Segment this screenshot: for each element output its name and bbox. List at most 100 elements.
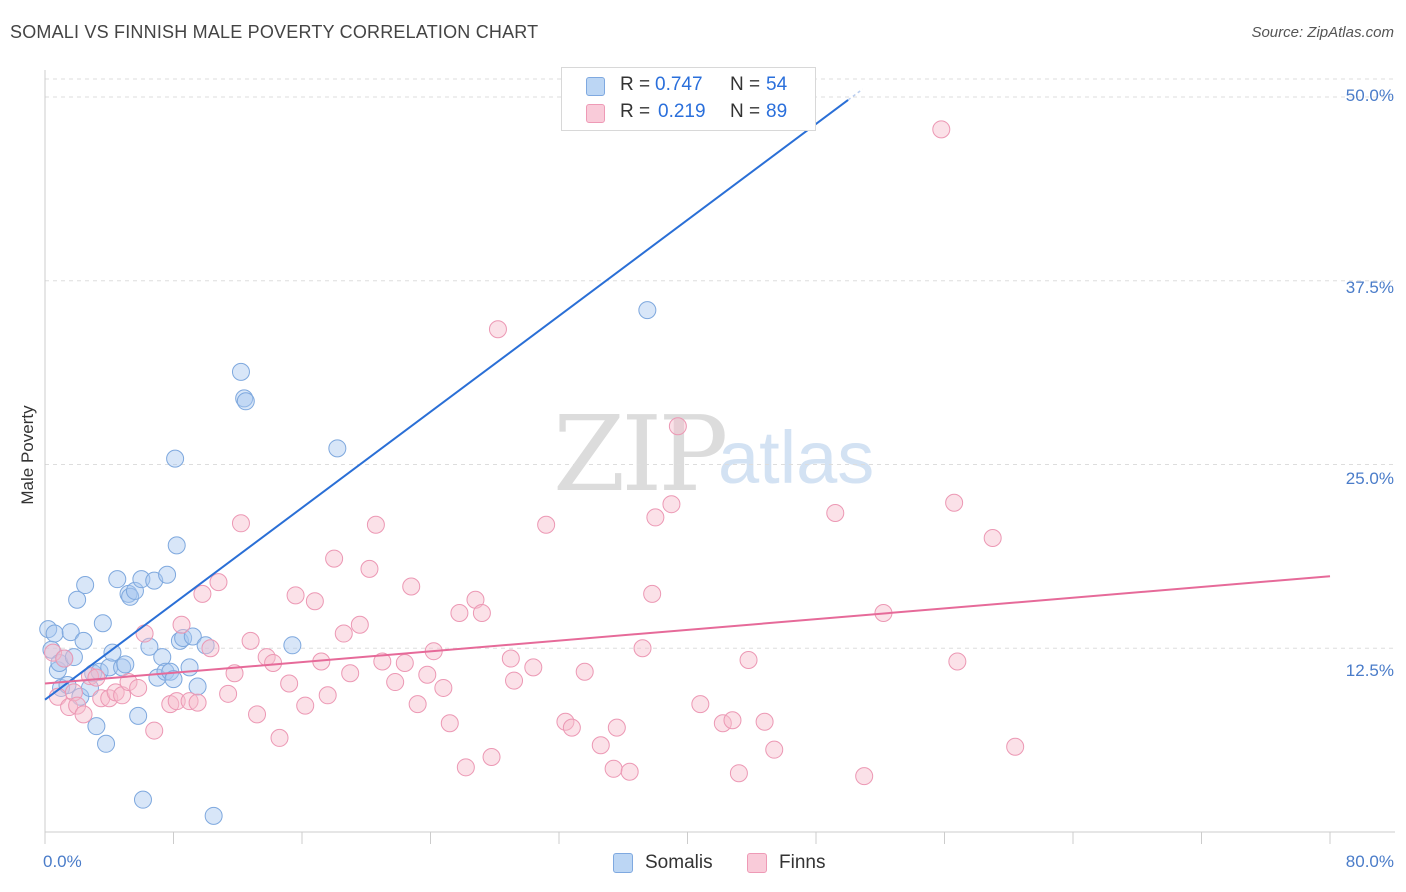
finns-point-2 xyxy=(55,649,74,668)
finns-point-31 xyxy=(264,653,283,672)
finns-point-49 xyxy=(408,695,427,714)
finns-point-21 xyxy=(188,693,207,712)
finns-point-14 xyxy=(129,678,148,697)
finns-point-68 xyxy=(604,759,623,778)
finns-point-63 xyxy=(537,515,556,534)
somalis-point-30 xyxy=(133,790,152,809)
finns-point-15 xyxy=(135,624,154,643)
finns-point-75 xyxy=(668,417,687,436)
somalis-point-10 xyxy=(68,590,87,609)
somalis-point-28 xyxy=(129,706,148,725)
finns-point-55 xyxy=(456,758,475,777)
somalis-point-43 xyxy=(180,658,199,677)
somalis-point-38 xyxy=(164,670,183,689)
somalis-point-49 xyxy=(235,389,254,408)
finns-point-24 xyxy=(209,573,228,592)
finns-point-69 xyxy=(607,718,626,737)
finns-point-39 xyxy=(325,549,344,568)
finns-point-28 xyxy=(241,631,260,650)
legend-r-label: R = xyxy=(620,101,651,122)
x-tick-label-min: 0.0% xyxy=(43,852,82,871)
y-tick-label-12-5: 12.5% xyxy=(1345,661,1394,680)
finns-point-41 xyxy=(341,664,360,683)
finns-point-66 xyxy=(575,662,594,681)
series-legend: Somalis Finns xyxy=(0,852,1406,880)
finns-point-22 xyxy=(193,584,212,603)
finns-point-71 xyxy=(633,639,652,658)
legend-n-value: 54 xyxy=(766,74,788,95)
finns-point-27 xyxy=(231,514,250,533)
finns-point-35 xyxy=(296,696,315,715)
somalis-point-53 xyxy=(638,301,657,320)
somalis-point-44 xyxy=(183,627,202,646)
legend-swatch-somalis xyxy=(613,853,633,873)
somalis-point-48 xyxy=(231,362,250,381)
finns-point-43 xyxy=(360,559,379,578)
finns-trend-line xyxy=(44,575,1331,685)
y-tick-label-25: 25.0% xyxy=(1345,469,1394,488)
finns-point-89 xyxy=(983,529,1002,547)
somalis-point-12 xyxy=(74,631,93,650)
finns-point-80 xyxy=(739,651,758,670)
finns-point-87 xyxy=(945,493,964,512)
legend-n-label: N = xyxy=(730,101,761,122)
somalis-point-39 xyxy=(167,536,186,555)
somalis-point-46 xyxy=(196,636,215,655)
source-label: Source: ZipAtlas.com xyxy=(1251,24,1394,41)
legend-label-somalis: Somalis xyxy=(645,852,713,873)
finns-point-60 xyxy=(501,649,520,668)
chart-title: SOMALI VS FINNISH MALE POVERTY CORRELATI… xyxy=(10,22,539,42)
finns-point-70 xyxy=(620,762,639,781)
finns-point-54 xyxy=(450,603,469,622)
finns-point-36 xyxy=(305,592,324,611)
finns-point-65 xyxy=(562,718,581,737)
somalis-point-17 xyxy=(90,662,109,681)
finns-point-62 xyxy=(524,658,543,677)
somalis-point-3 xyxy=(48,661,67,680)
somalis-point-51 xyxy=(283,636,302,655)
finns-point-67 xyxy=(591,736,610,755)
somalis-point-2 xyxy=(45,624,64,643)
legend-r-label: R = xyxy=(620,74,651,95)
somalis-point-8 xyxy=(61,623,80,642)
somalis-point-24 xyxy=(116,655,135,674)
somalis-point-16 xyxy=(87,717,106,736)
finns-point-73 xyxy=(646,508,665,527)
finns-point-53 xyxy=(440,714,459,733)
somalis-point-45 xyxy=(188,677,207,696)
finns-point-44 xyxy=(366,515,385,534)
somalis-point-34 xyxy=(153,648,172,667)
finns-point-81 xyxy=(755,712,774,731)
somalis-point-18 xyxy=(93,614,112,633)
legend-swatch-finns xyxy=(747,853,767,873)
finns-point-61 xyxy=(505,671,524,690)
finns-point-76 xyxy=(691,695,710,714)
somalis-point-26 xyxy=(121,587,140,606)
finns-point-59 xyxy=(488,320,507,339)
finns-point-47 xyxy=(395,653,414,672)
finns-point-56 xyxy=(466,590,485,609)
finns-point-0 xyxy=(44,643,63,662)
y-tick-label-50: 50.0% xyxy=(1345,86,1394,105)
somalis-point-52 xyxy=(328,439,347,458)
somalis-point-27 xyxy=(125,581,144,600)
legend-r-value: 0.747 xyxy=(655,74,703,95)
finns-point-34 xyxy=(286,586,305,605)
finns-point-12 xyxy=(113,686,132,705)
finns-point-32 xyxy=(270,728,289,747)
somalis-point-9 xyxy=(64,648,83,667)
finns-point-38 xyxy=(318,686,337,705)
finns-point-48 xyxy=(402,577,421,596)
legend-swatch-somalis xyxy=(586,77,605,96)
somalis-point-19 xyxy=(97,734,116,753)
finns-point-45 xyxy=(373,652,392,671)
watermark-atlas: atlas xyxy=(718,416,875,499)
correlation-legend: R = 0.747 N = 54 R = 0.219 N = 89 xyxy=(561,67,816,131)
finns-point-46 xyxy=(386,673,405,692)
finns-point-82 xyxy=(765,740,784,759)
finns-point-86 xyxy=(932,120,951,139)
somalis-trend-line xyxy=(44,99,849,701)
finns-point-18 xyxy=(167,692,186,711)
somalis-point-47 xyxy=(204,806,223,825)
